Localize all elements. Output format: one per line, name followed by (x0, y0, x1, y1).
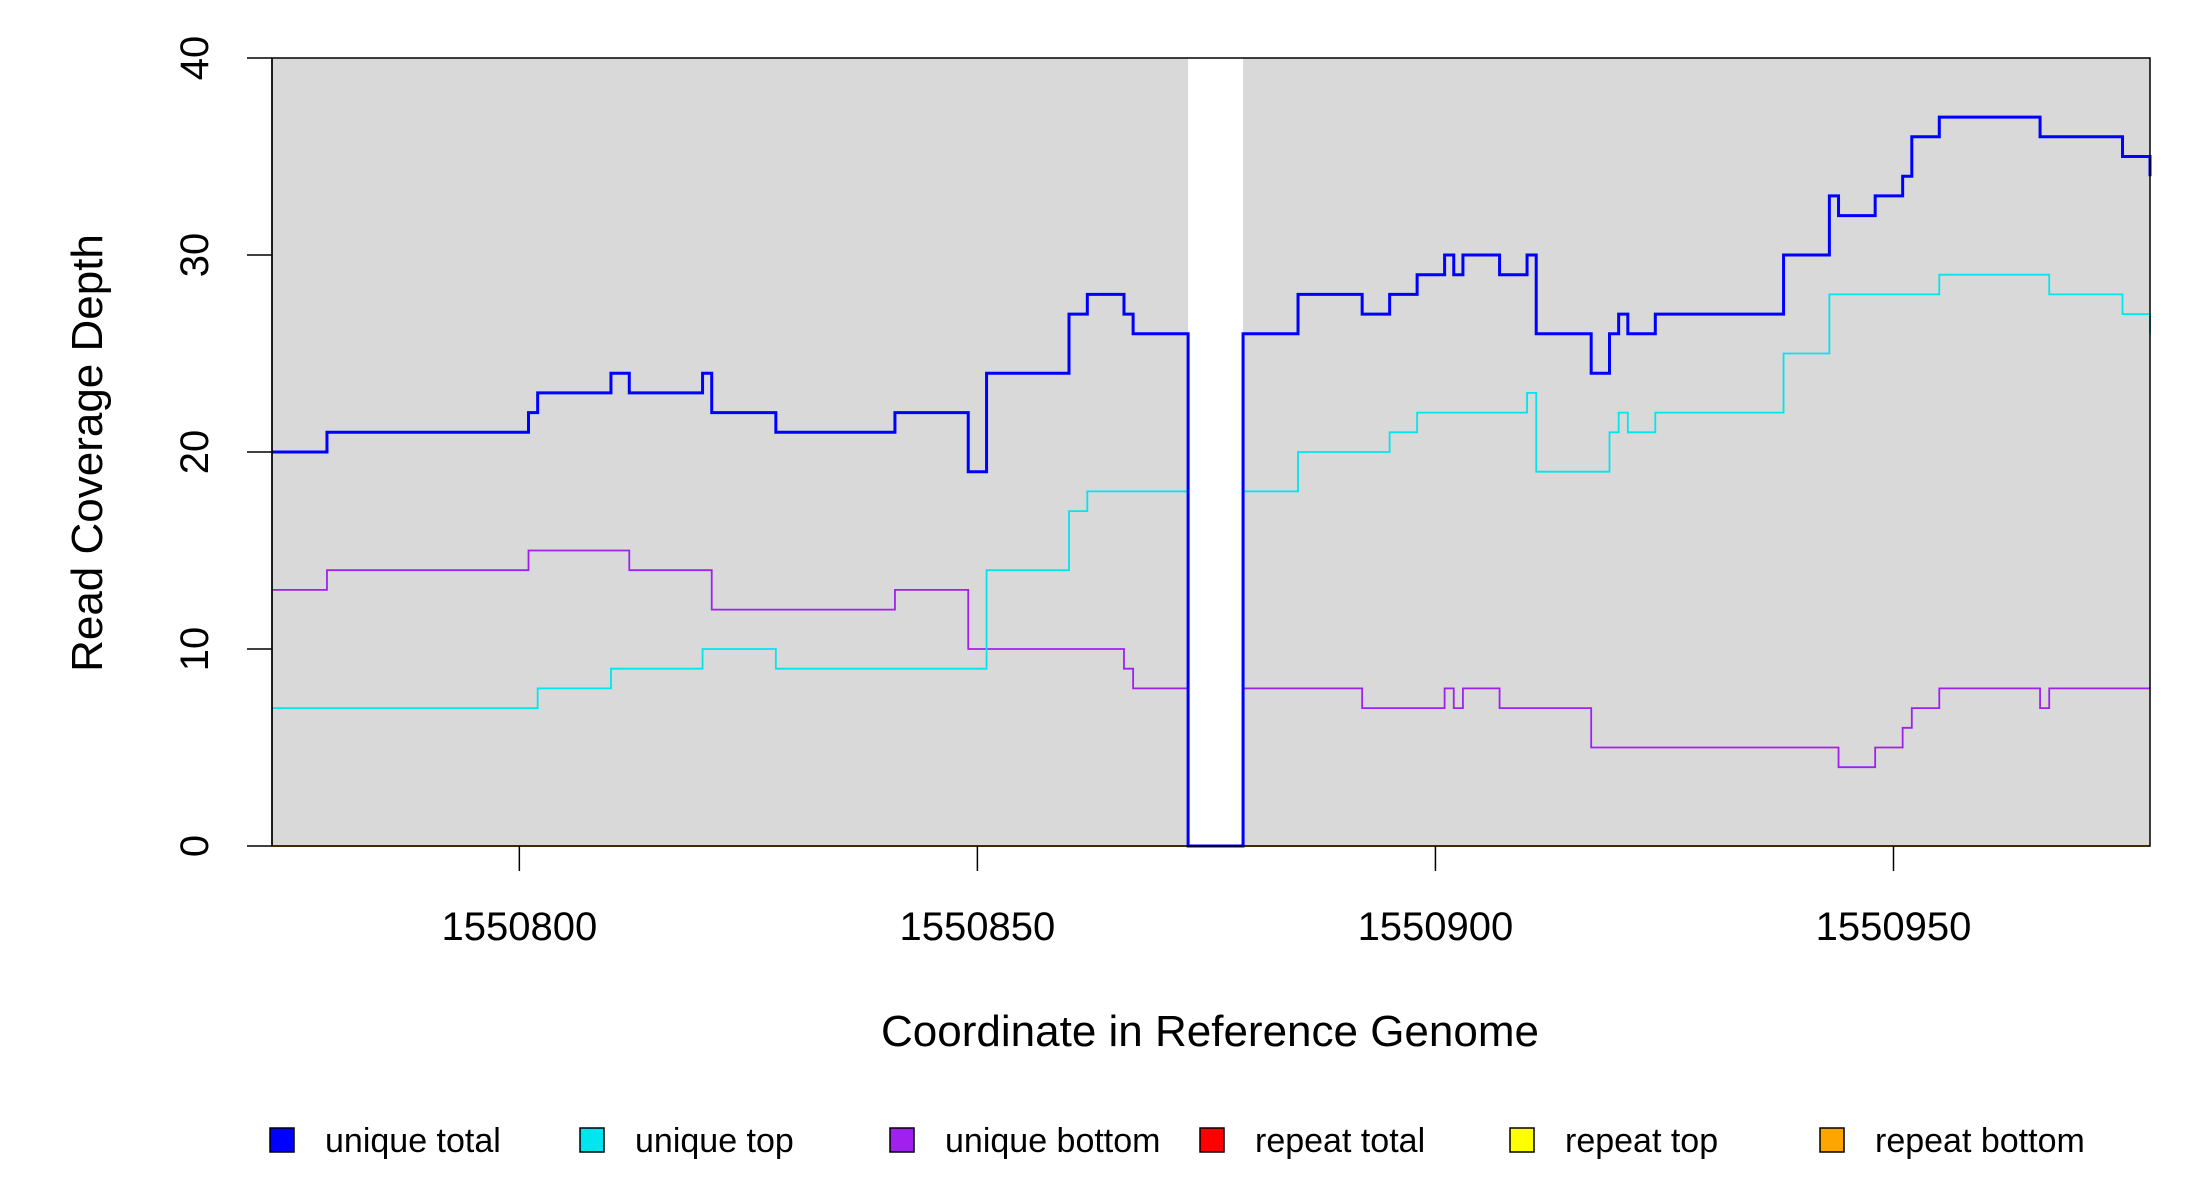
series-line-unique-total (272, 115, 2152, 848)
plot-background-layer (272, 58, 2150, 846)
legend-swatch-repeat-top (1509, 1127, 1535, 1153)
y-axis-title: Read Coverage Depth (63, 234, 112, 672)
legend-label-repeat-bottom: repeat bottom (1875, 1122, 2085, 1160)
y-tick-label: 10 (173, 627, 217, 672)
legend-swatch-unique-top (579, 1127, 605, 1153)
legend-label-repeat-total: repeat total (1255, 1122, 1425, 1160)
legend-swatch-repeat-total (1199, 1127, 1225, 1153)
x-tick-label: 1550850 (900, 905, 1056, 949)
y-tick-label: 0 (173, 835, 217, 857)
legend-label-unique-bottom: unique bottom (945, 1122, 1161, 1160)
axes-layer: 0 10 20 30 40 1550800 1550850 1550900 1550950 (173, 36, 2151, 949)
coverage-gap (1188, 58, 1244, 846)
y-tick-label: 30 (173, 233, 217, 278)
x-axis-title: Coordinate in Reference Genome (881, 1007, 1539, 1056)
legend-label-repeat-top: repeat top (1565, 1122, 1718, 1160)
legend-swatch-unique-total (269, 1127, 295, 1153)
legend-swatch-repeat-bottom (1819, 1127, 1845, 1153)
y-tick-label: 20 (173, 430, 217, 475)
x-tick-label: 1550800 (441, 905, 597, 949)
legend-label-unique-total: unique total (325, 1122, 501, 1160)
legend: unique total unique top unique bottom repea… (269, 1122, 2085, 1160)
x-tick-label: 1550900 (1358, 905, 1514, 949)
series-line-unique-top (272, 273, 2151, 847)
y-tick-label: 40 (173, 36, 217, 81)
legend-swatch-unique-bottom (889, 1127, 915, 1153)
series-line-unique-bottom (272, 549, 2150, 847)
x-tick-label: 1550950 (1816, 905, 1972, 949)
legend-label-unique-top: unique top (635, 1122, 794, 1160)
